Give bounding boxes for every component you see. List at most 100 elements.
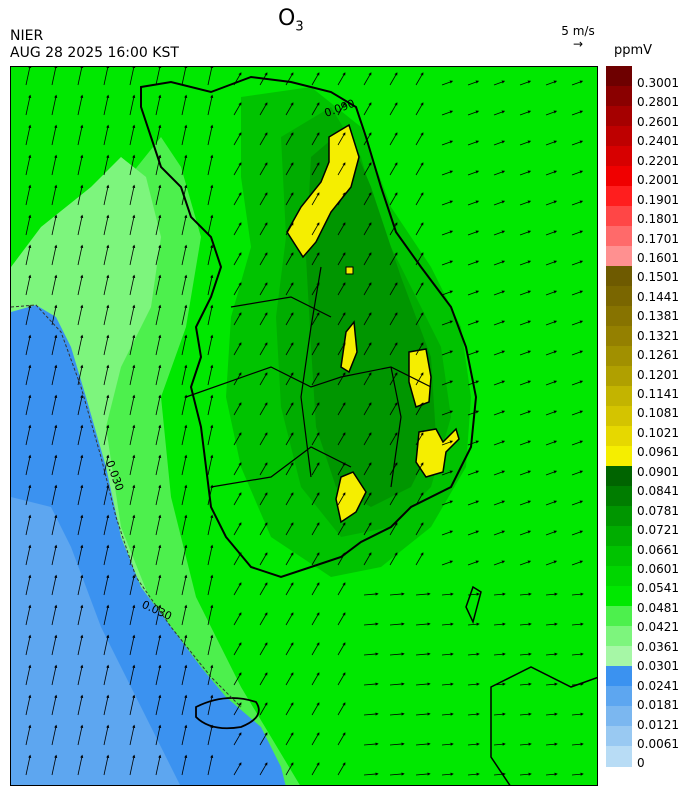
wind-arrow-icon [207, 154, 214, 176]
ozone-hotspot-small [345, 266, 354, 275]
wind-arrow-icon [415, 522, 424, 536]
wind-arrow-icon [493, 230, 506, 236]
wind-arrow-icon [77, 544, 84, 566]
wind-arrow-icon [77, 574, 84, 596]
wind-arrow-icon [493, 410, 506, 416]
wind-arrow-icon [155, 124, 162, 146]
wind-arrow-icon [415, 72, 424, 86]
wind-arrow-icon [77, 724, 84, 746]
wind-arrow-icon [545, 350, 558, 356]
wind-arrow-icon [207, 94, 214, 116]
legend-label: 0.2801 [637, 95, 679, 110]
wind-arrow-icon [415, 652, 431, 656]
wind-arrow-icon [337, 762, 346, 776]
wind-arrow-icon [545, 652, 558, 656]
wind-arrow-icon [155, 724, 162, 746]
wind-arrow-icon [207, 664, 214, 686]
wind-arrow-icon [233, 612, 242, 626]
wind-arrow-icon [545, 110, 558, 116]
wind-arrow-icon [181, 604, 188, 626]
wind-arrow-icon [519, 290, 532, 296]
wind-arrow-icon [545, 410, 558, 416]
wind-arrow-icon [363, 132, 372, 146]
legend-label: 0.1501 [637, 270, 679, 285]
wind-arrow-icon [363, 652, 379, 656]
wind-arrow-icon [519, 320, 532, 326]
wind-arrow-icon [181, 154, 188, 176]
wind-arrow-icon [545, 80, 558, 86]
wind-arrow-icon [467, 440, 480, 446]
ozone-hotspot-south [335, 471, 367, 524]
wind-arrow-icon [25, 124, 32, 146]
wind-arrow-icon [259, 642, 268, 656]
wind-arrow-icon [363, 742, 379, 746]
wind-arrow-icon [519, 500, 532, 506]
legend-swatch [606, 306, 632, 327]
wind-arrow-icon [25, 334, 32, 356]
wind-arrow-icon [441, 380, 454, 386]
wind-arrow-icon [545, 140, 558, 146]
ozone-hotspot-southeast [415, 427, 460, 478]
legend-swatch [606, 386, 632, 407]
wind-arrow-icon [493, 380, 506, 386]
wind-arrow-icon [389, 552, 398, 566]
wind-arrow-icon [207, 514, 214, 536]
legend-swatch [606, 106, 632, 127]
wind-arrow-icon [519, 530, 532, 536]
wind-arrow-icon [441, 742, 454, 746]
wind-arrow-icon [363, 372, 372, 386]
wind-arrow-icon [103, 364, 110, 386]
wind-arrow-icon [103, 544, 110, 566]
wind-arrow-icon [441, 410, 454, 416]
wind-arrow-icon [285, 732, 294, 746]
wind-arrow-icon [389, 72, 398, 86]
wind-arrow-icon [545, 530, 558, 536]
wind-arrow-icon [103, 454, 110, 476]
wind-arrow-icon [311, 702, 320, 716]
wind-arrow-icon [285, 432, 294, 446]
wind-arrow-icon [441, 80, 454, 86]
wind-arrow-icon [545, 170, 558, 176]
wind-arrow-icon [363, 462, 372, 476]
wind-arrow-icon [311, 312, 320, 326]
wind-arrow-icon [207, 274, 214, 296]
wind-arrow-icon [519, 350, 532, 356]
legend-label: 0.1321 [637, 328, 679, 343]
wind-arrow-icon [311, 642, 320, 656]
wind-arrow-icon [363, 522, 372, 536]
wind-arrow-icon [311, 342, 320, 356]
wind-arrow-icon [181, 484, 188, 506]
legend-swatch [606, 606, 632, 627]
wind-arrow-icon [155, 304, 162, 326]
wind-arrow-icon [337, 342, 346, 356]
wind-arrow-icon [571, 622, 584, 626]
wind-arrow-icon [207, 67, 214, 86]
wind-arrow-icon [311, 252, 320, 266]
wind-arrow-icon [155, 214, 162, 236]
wind-arrow-icon [207, 454, 214, 476]
legend-swatch [606, 366, 632, 387]
province-boundaries [185, 266, 432, 488]
wind-arrow-icon [311, 222, 320, 236]
wind-arrow-icon [103, 694, 110, 716]
legend-label: 0.2001 [637, 173, 679, 188]
legend-label: 0.3001 [637, 76, 679, 90]
wind-arrow-icon [389, 312, 398, 326]
wind-arrow-icon [181, 364, 188, 386]
wind-arrow-icon [103, 484, 110, 506]
wind-arrow-icon [25, 634, 32, 656]
wind-arrow-icon [51, 67, 58, 86]
wind-arrow-icon [77, 124, 84, 146]
wind-arrow-icon [259, 342, 268, 356]
legend-swatch [606, 666, 632, 687]
wind-arrow-icon [77, 334, 84, 356]
wind-arrow-icon [155, 754, 162, 776]
wind-arrow-icon [545, 742, 558, 746]
wind-arrow-icon [363, 222, 372, 236]
wind-arrow-icon [285, 342, 294, 356]
wind-arrow-icon [337, 732, 346, 746]
wind-arrow-icon [337, 552, 346, 566]
wind-arrow-icon [77, 424, 84, 446]
wind-arrow-icon [207, 304, 214, 326]
wind-arrow-icon [415, 772, 431, 776]
